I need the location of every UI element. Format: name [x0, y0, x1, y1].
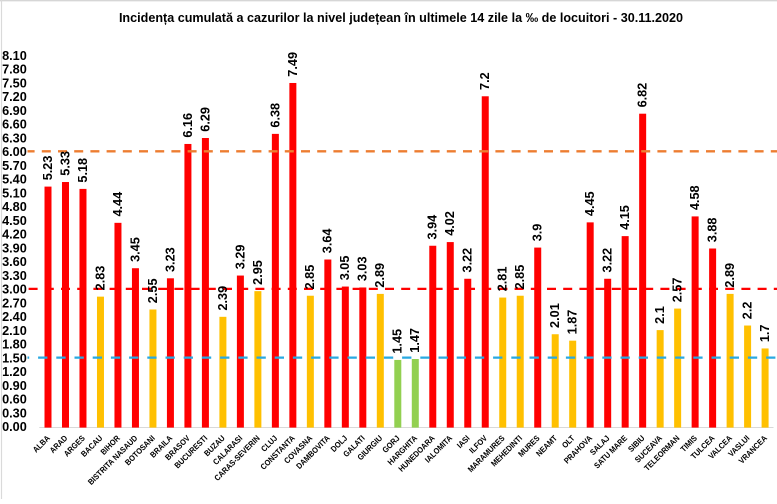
- svg-text:3.22: 3.22: [461, 248, 475, 273]
- svg-text:3.03: 3.03: [356, 256, 370, 281]
- svg-text:2.81: 2.81: [496, 267, 510, 292]
- svg-text:3.64: 3.64: [321, 229, 335, 254]
- svg-text:2.95: 2.95: [251, 260, 265, 285]
- svg-text:0.00: 0.00: [2, 420, 27, 434]
- svg-text:6.29: 6.29: [198, 107, 212, 132]
- svg-text:3.90: 3.90: [2, 241, 27, 255]
- svg-text:2.57: 2.57: [671, 278, 685, 303]
- svg-text:2.40: 2.40: [2, 310, 27, 324]
- svg-text:4.20: 4.20: [2, 228, 27, 242]
- svg-text:4.50: 4.50: [2, 214, 27, 228]
- svg-text:1.20: 1.20: [2, 365, 27, 379]
- svg-text:1.80: 1.80: [2, 338, 27, 352]
- svg-text:3.29: 3.29: [233, 245, 247, 270]
- svg-text:6.38: 6.38: [268, 103, 282, 128]
- svg-text:7.49: 7.49: [286, 52, 300, 77]
- svg-text:7.20: 7.20: [2, 90, 27, 104]
- svg-text:5.33: 5.33: [58, 151, 72, 176]
- svg-text:3.9: 3.9: [531, 224, 545, 242]
- svg-text:4.45: 4.45: [583, 191, 597, 216]
- svg-text:3.45: 3.45: [128, 237, 142, 262]
- svg-text:5.70: 5.70: [2, 159, 27, 173]
- svg-text:3.22: 3.22: [601, 248, 615, 273]
- svg-text:3.00: 3.00: [2, 283, 27, 297]
- svg-text:7.50: 7.50: [2, 76, 27, 90]
- svg-text:7.80: 7.80: [2, 63, 27, 77]
- svg-text:0.60: 0.60: [2, 393, 27, 407]
- svg-text:3.30: 3.30: [2, 269, 27, 283]
- svg-text:6.90: 6.90: [2, 104, 27, 118]
- svg-text:1.50: 1.50: [2, 351, 27, 365]
- svg-text:1.87: 1.87: [566, 310, 580, 335]
- svg-text:2.85: 2.85: [513, 265, 527, 290]
- svg-text:4.02: 4.02: [443, 211, 457, 236]
- svg-text:2.89: 2.89: [723, 263, 737, 288]
- svg-text:4.80: 4.80: [2, 200, 27, 214]
- svg-text:2.2: 2.2: [741, 302, 755, 320]
- svg-text:6.16: 6.16: [181, 113, 195, 138]
- svg-text:3.88: 3.88: [706, 217, 720, 242]
- svg-text:2.10: 2.10: [2, 324, 27, 338]
- svg-text:8.10: 8.10: [2, 49, 27, 63]
- svg-text:3.05: 3.05: [338, 256, 352, 281]
- svg-text:2.01: 2.01: [548, 303, 562, 328]
- svg-text:3.94: 3.94: [426, 215, 440, 240]
- svg-text:1.7: 1.7: [758, 325, 772, 343]
- svg-text:4.44: 4.44: [111, 192, 125, 217]
- svg-text:2.85: 2.85: [303, 265, 317, 290]
- svg-text:2.39: 2.39: [216, 286, 230, 311]
- svg-text:5.10: 5.10: [2, 186, 27, 200]
- svg-text:0.30: 0.30: [2, 406, 27, 420]
- svg-text:1.45: 1.45: [391, 329, 405, 354]
- svg-text:0.90: 0.90: [2, 379, 27, 393]
- svg-text:Incidența cumulată a cazurilor: Incidența cumulată a cazurilor la nivel …: [119, 11, 683, 25]
- svg-text:6.30: 6.30: [2, 131, 27, 145]
- svg-text:2.89: 2.89: [373, 263, 387, 288]
- svg-text:6.60: 6.60: [2, 118, 27, 132]
- svg-text:4.15: 4.15: [618, 205, 632, 230]
- svg-text:3.23: 3.23: [163, 247, 177, 272]
- svg-text:2.1: 2.1: [653, 306, 667, 324]
- svg-text:7.2: 7.2: [478, 72, 492, 90]
- svg-text:5.18: 5.18: [76, 158, 90, 183]
- svg-text:2.55: 2.55: [146, 278, 160, 303]
- svg-text:4.58: 4.58: [688, 185, 702, 210]
- svg-text:6.82: 6.82: [636, 83, 650, 108]
- svg-text:2.70: 2.70: [2, 296, 27, 310]
- svg-text:6.00: 6.00: [2, 145, 27, 159]
- svg-text:5.23: 5.23: [41, 156, 55, 181]
- svg-text:1.47: 1.47: [408, 328, 422, 353]
- svg-text:2.83: 2.83: [93, 266, 107, 291]
- svg-text:5.40: 5.40: [2, 173, 27, 187]
- svg-text:3.60: 3.60: [2, 255, 27, 269]
